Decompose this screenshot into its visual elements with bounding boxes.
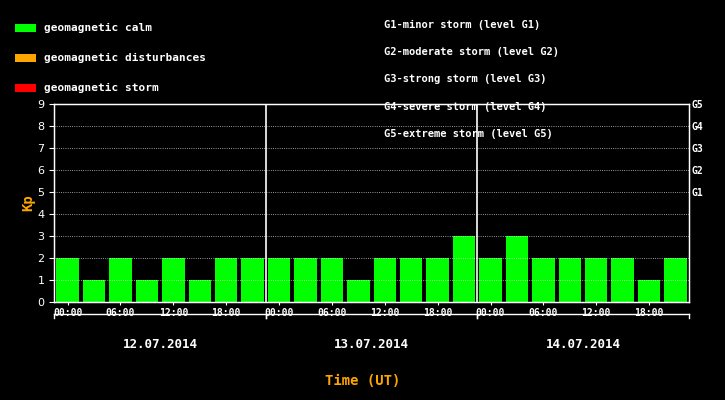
Bar [294, 258, 317, 302]
Bar [479, 258, 502, 302]
Bar [532, 258, 555, 302]
Bar [268, 258, 290, 302]
Bar [611, 258, 634, 302]
Y-axis label: Kp: Kp [21, 195, 35, 211]
Bar [347, 280, 370, 302]
Bar [506, 236, 529, 302]
Bar [136, 280, 158, 302]
Text: G4-severe storm (level G4): G4-severe storm (level G4) [384, 102, 547, 112]
Bar [453, 236, 476, 302]
Bar [426, 258, 449, 302]
Bar [373, 258, 396, 302]
Text: G2-moderate storm (level G2): G2-moderate storm (level G2) [384, 47, 559, 57]
Bar [215, 258, 237, 302]
Bar [400, 258, 423, 302]
Text: G1-minor storm (level G1): G1-minor storm (level G1) [384, 20, 541, 30]
Bar [558, 258, 581, 302]
Bar [638, 280, 660, 302]
Text: 14.07.2014: 14.07.2014 [545, 338, 621, 351]
Bar [585, 258, 608, 302]
Bar [162, 258, 185, 302]
Bar [241, 258, 264, 302]
Bar [109, 258, 132, 302]
Bar [664, 258, 687, 302]
Text: 12.07.2014: 12.07.2014 [123, 338, 198, 351]
Text: 13.07.2014: 13.07.2014 [334, 338, 409, 351]
Text: G3-strong storm (level G3): G3-strong storm (level G3) [384, 74, 547, 84]
Text: geomagnetic calm: geomagnetic calm [44, 23, 152, 33]
Text: G5-extreme storm (level G5): G5-extreme storm (level G5) [384, 129, 553, 139]
Text: geomagnetic disturbances: geomagnetic disturbances [44, 53, 205, 63]
Text: geomagnetic storm: geomagnetic storm [44, 83, 158, 93]
Bar [57, 258, 79, 302]
Bar [320, 258, 343, 302]
Bar [188, 280, 211, 302]
Bar [83, 280, 105, 302]
Text: Time (UT): Time (UT) [325, 374, 400, 388]
